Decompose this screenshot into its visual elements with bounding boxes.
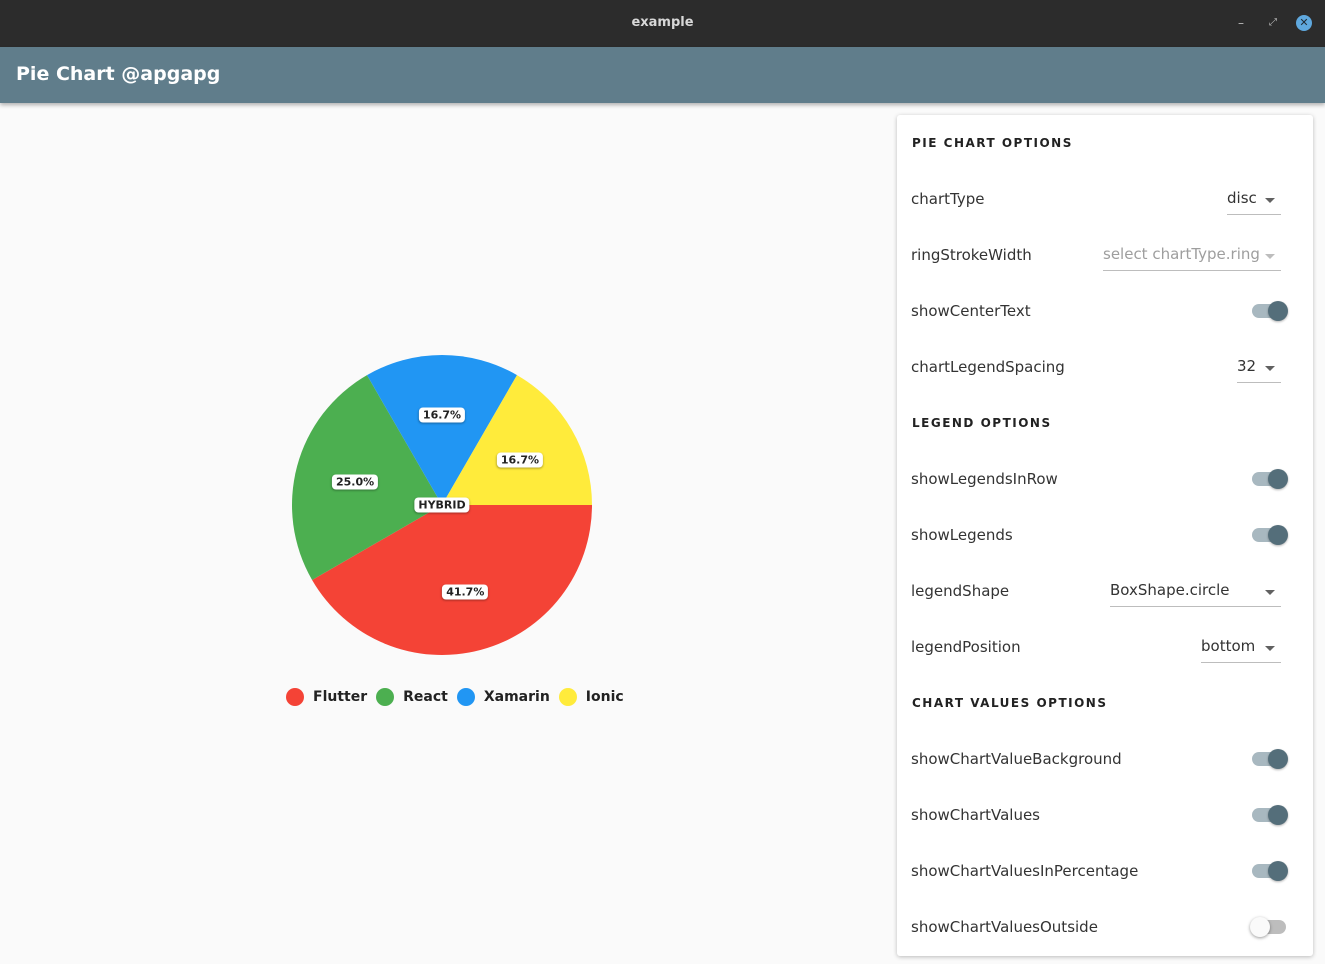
chart-legend-spacing-label: chartLegendSpacing	[911, 358, 1065, 376]
chevron-down-icon	[1265, 198, 1275, 203]
pie-slice-ionic	[442, 375, 592, 505]
legend-swatch-react	[376, 688, 395, 706]
value-label-xamarin: 16.7%	[418, 407, 466, 423]
show-chart-values-switch[interactable]	[1250, 804, 1288, 826]
switch-thumb	[1268, 469, 1288, 489]
ring-stroke-width-value: select chartType.ring	[1103, 245, 1260, 263]
legend-item-react: React	[376, 688, 448, 706]
legend-item-xamarin: Xamarin	[456, 688, 550, 706]
pie-chart	[292, 355, 592, 655]
chart-type-label: chartType	[911, 190, 985, 208]
app-bar-title: Pie Chart @apgapg	[16, 63, 221, 85]
switch-thumb	[1250, 917, 1270, 937]
maximize-icon[interactable]: ⤢	[1269, 17, 1277, 28]
switch-thumb	[1268, 525, 1288, 545]
chart-legend: Flutter React Xamarin Ionic	[286, 688, 633, 706]
legend-swatch-ionic	[558, 688, 577, 706]
ring-stroke-width-dropdown: select chartType.ring	[1103, 241, 1281, 271]
section-title-pie-chart-options: PIE CHART OPTIONS	[912, 136, 1073, 150]
show-legends-in-row-switch[interactable]	[1250, 468, 1288, 490]
legend-position-value: bottom	[1201, 637, 1256, 655]
legend-shape-value: BoxShape.circle	[1110, 581, 1230, 599]
center-text: HYBRID	[414, 497, 470, 513]
ring-stroke-width-label: ringStrokeWidth	[911, 246, 1032, 264]
legend-label-xamarin: Xamarin	[483, 689, 550, 705]
legend-label-ionic: Ionic	[585, 689, 624, 705]
show-chart-values-in-percentage-switch[interactable]	[1250, 860, 1288, 882]
window-title: example	[631, 15, 694, 30]
switch-thumb	[1268, 749, 1288, 769]
show-chart-value-background-switch[interactable]	[1250, 748, 1288, 770]
value-label-flutter: 41.7%	[442, 584, 489, 600]
legend-item-ionic: Ionic	[558, 688, 624, 706]
chart-legend-spacing-dropdown[interactable]: 32	[1237, 353, 1281, 383]
show-center-text-switch[interactable]	[1250, 300, 1288, 322]
show-legends-label: showLegends	[911, 526, 1013, 544]
legend-shape-label: legendShape	[911, 582, 1010, 600]
close-icon[interactable]: ✕	[1296, 15, 1312, 31]
switch-thumb	[1268, 805, 1288, 825]
legend-position-label: legendPosition	[911, 638, 1021, 656]
chart-area: 41.7% 25.0% 16.7% 16.7% HYBRID Flutter React X…	[0, 103, 885, 964]
app-bar: Pie Chart @apgapg	[0, 47, 1325, 103]
show-chart-value-background-label: showChartValueBackground	[911, 750, 1122, 768]
show-center-text-label: showCenterText	[911, 302, 1031, 320]
options-panel: PIE CHART OPTIONS chartType disc ringStr…	[897, 115, 1313, 956]
chart-type-value: disc	[1227, 189, 1257, 207]
legend-position-dropdown[interactable]: bottom	[1201, 633, 1281, 663]
window-titlebar: example – ⤢ ✕	[0, 0, 1325, 47]
pie-slice-flutter	[312, 505, 592, 655]
switch-thumb	[1268, 861, 1288, 881]
minimize-icon[interactable]: –	[1238, 16, 1244, 30]
show-chart-values-in-percentage-label: showChartValuesInPercentage	[911, 862, 1139, 880]
show-chart-values-outside-switch[interactable]	[1250, 916, 1288, 938]
legend-label-react: React	[403, 689, 448, 705]
show-chart-values-outside-label: showChartValuesOutside	[911, 918, 1098, 936]
legend-label-flutter: Flutter	[313, 689, 368, 705]
chevron-down-icon	[1265, 590, 1275, 595]
legend-swatch-xamarin	[456, 688, 475, 706]
chevron-down-icon	[1265, 646, 1275, 651]
show-legends-switch[interactable]	[1250, 524, 1288, 546]
value-label-react: 25.0%	[331, 474, 379, 490]
chevron-down-icon	[1265, 254, 1275, 259]
switch-thumb	[1268, 301, 1288, 321]
chevron-down-icon	[1265, 366, 1275, 371]
legend-swatch-flutter	[286, 688, 304, 706]
pie-slice-xamarin	[367, 355, 517, 505]
section-title-legend-options: LEGEND OPTIONS	[912, 416, 1052, 430]
section-title-chart-values-options: CHART VALUES OPTIONS	[912, 696, 1108, 710]
value-label-ionic: 16.7%	[496, 452, 544, 468]
legend-item-flutter: Flutter	[286, 688, 367, 706]
legend-shape-dropdown[interactable]: BoxShape.circle	[1110, 577, 1281, 607]
chart-legend-spacing-value: 32	[1237, 357, 1257, 375]
chart-type-dropdown[interactable]: disc	[1227, 185, 1281, 215]
show-legends-in-row-label: showLegendsInRow	[911, 470, 1058, 488]
show-chart-values-label: showChartValues	[911, 806, 1040, 824]
